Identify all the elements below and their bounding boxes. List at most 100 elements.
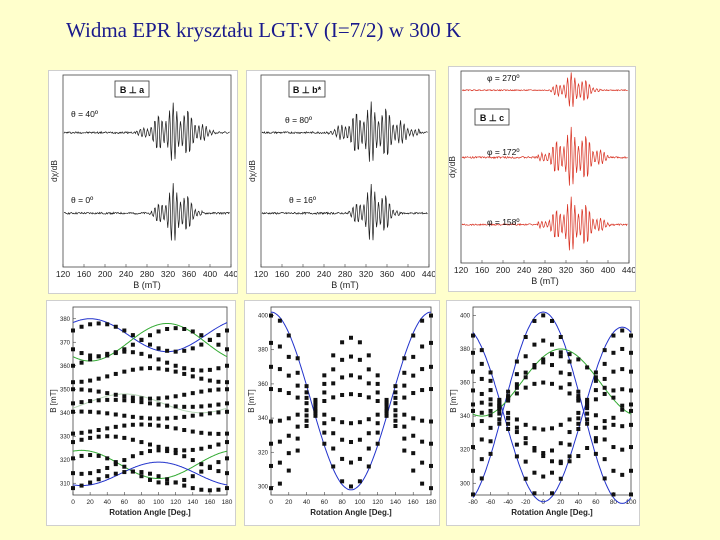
data-point	[471, 350, 475, 355]
data-point	[156, 329, 161, 334]
data-point	[277, 367, 282, 372]
data-point	[156, 357, 161, 362]
data-point	[402, 370, 407, 375]
series-label: φ = 270º	[487, 73, 520, 83]
data-point	[148, 366, 152, 371]
data-point	[402, 356, 407, 361]
data-point	[429, 486, 433, 491]
x-axis-label: B (mT)	[331, 280, 359, 290]
data-point	[113, 397, 118, 402]
data-point	[331, 381, 336, 386]
data-point	[576, 396, 581, 401]
data-point	[216, 460, 221, 465]
data-point	[71, 409, 75, 414]
data-point	[165, 477, 170, 482]
data-point	[207, 337, 212, 342]
data-point	[471, 408, 475, 413]
y-tick-label: 400	[258, 314, 269, 320]
data-point	[402, 383, 407, 388]
y-axis-label: B [mT]	[49, 389, 58, 413]
data-point	[532, 446, 537, 450]
data-point	[165, 327, 170, 332]
data-point	[139, 415, 144, 420]
series-label: φ = 172º	[487, 147, 520, 157]
data-point	[375, 399, 380, 403]
x-tick-label: 240	[119, 269, 133, 279]
x-tick-label: 120	[372, 499, 383, 506]
data-point	[295, 412, 300, 417]
data-point	[322, 399, 327, 403]
y-tick-label: 310	[60, 481, 71, 487]
data-point	[322, 381, 327, 386]
data-point	[113, 350, 118, 355]
data-point	[532, 365, 537, 370]
data-point	[225, 380, 229, 385]
data-point	[340, 392, 345, 397]
data-point	[602, 457, 607, 462]
data-point	[148, 333, 152, 338]
data-point	[322, 421, 327, 426]
data-point	[375, 430, 380, 435]
y-tick-label: 340	[460, 414, 471, 420]
data-point	[79, 379, 84, 384]
data-point	[550, 352, 554, 357]
data-point	[277, 418, 282, 423]
x-axis-label: Rotation Angle [Deg.]	[310, 508, 392, 517]
data-point	[506, 389, 511, 394]
orientation-label: B ⊥ a	[120, 85, 145, 95]
data-point	[629, 388, 633, 393]
data-point	[182, 428, 187, 433]
angular-chart-1: 0 20 40 60 80 100 120 140 160 180 310 320 330 340 350 3…	[49, 306, 233, 517]
data-point	[506, 398, 511, 403]
data-point	[471, 445, 475, 450]
data-point	[199, 469, 204, 474]
data-point	[313, 407, 318, 412]
data-point	[514, 359, 519, 364]
x-tick-label: 160	[475, 265, 489, 275]
orientation-label: B ⊥ b*	[293, 85, 322, 95]
data-point	[532, 448, 537, 453]
data-point	[523, 354, 528, 359]
data-point	[497, 417, 502, 422]
data-point	[216, 387, 221, 392]
data-point	[199, 342, 204, 347]
data-point	[286, 433, 291, 438]
data-point	[402, 412, 407, 417]
data-point	[165, 360, 170, 365]
data-point	[88, 357, 93, 362]
data-point	[190, 329, 195, 334]
angular-panel-2: 0 20 40 60 80 100 120 140 160 180 300 320 340 360 380 4…	[244, 300, 440, 526]
data-point	[207, 488, 212, 493]
data-point	[629, 333, 633, 338]
data-point	[558, 334, 563, 339]
data-point	[366, 353, 371, 358]
data-point	[71, 401, 75, 406]
y-tick-label: 340	[60, 411, 71, 417]
data-point	[429, 364, 433, 369]
data-point	[182, 327, 187, 332]
data-point	[602, 385, 607, 390]
angular-panel-3: -80 -60 -40 -20 0 20 40 60 80 100 300 320 340 360 380 4…	[446, 300, 640, 526]
data-point	[322, 390, 327, 395]
data-point	[585, 446, 590, 450]
data-point	[304, 401, 309, 406]
data-point	[322, 373, 327, 378]
data-point	[190, 429, 195, 434]
series-label: θ = 40º	[71, 109, 98, 119]
x-tick-label: 440	[224, 269, 237, 279]
spectrum-chart-1: 120 160 200 240 280 320 360 400 440 B (mT) dχ/dB B …	[49, 74, 238, 290]
data-point	[375, 441, 380, 446]
data-point	[304, 413, 309, 418]
data-point	[130, 454, 135, 459]
data-point	[88, 435, 93, 440]
data-point	[620, 367, 625, 372]
data-point	[113, 412, 118, 417]
data-point	[165, 403, 170, 408]
data-point	[113, 324, 118, 329]
data-point	[611, 445, 616, 450]
data-point	[420, 481, 425, 486]
y-tick-label: 320	[60, 458, 71, 464]
data-point	[216, 342, 221, 347]
data-point	[286, 451, 291, 456]
plot-frame	[62, 74, 232, 268]
